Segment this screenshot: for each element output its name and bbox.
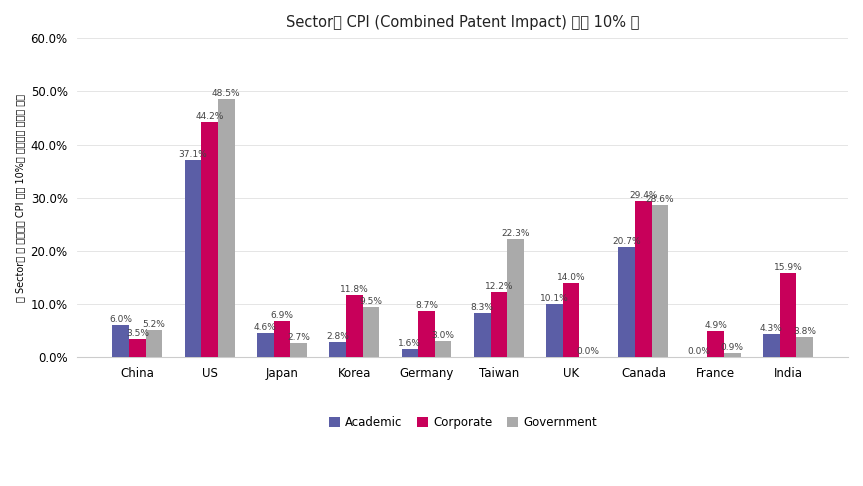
Bar — [708, 331, 724, 357]
Bar — [763, 334, 779, 357]
Text: 29.4%: 29.4% — [629, 191, 658, 200]
Bar — [619, 247, 635, 357]
Text: 15.9%: 15.9% — [773, 263, 803, 272]
Bar — [652, 205, 668, 357]
Bar — [257, 333, 274, 357]
Text: 4.9%: 4.9% — [704, 321, 728, 330]
Bar — [201, 122, 218, 357]
Bar — [724, 352, 740, 357]
Bar — [129, 339, 146, 357]
Bar — [185, 160, 201, 357]
Text: 0.0%: 0.0% — [688, 347, 710, 356]
Bar — [797, 337, 813, 357]
Text: 8.7%: 8.7% — [415, 301, 438, 310]
Text: 48.5%: 48.5% — [212, 89, 241, 98]
Text: 22.3%: 22.3% — [501, 228, 530, 238]
Bar — [346, 295, 362, 357]
Text: 9.5%: 9.5% — [359, 297, 382, 306]
Bar — [507, 239, 524, 357]
Text: 28.6%: 28.6% — [646, 195, 674, 204]
Bar — [146, 330, 162, 357]
Bar — [474, 313, 490, 357]
Bar — [274, 321, 290, 357]
Bar — [290, 343, 307, 357]
Bar — [330, 343, 346, 357]
Text: 1.6%: 1.6% — [399, 339, 421, 348]
Text: 14.0%: 14.0% — [557, 273, 585, 282]
Legend: Academic, Corporate, Government: Academic, Corporate, Government — [324, 411, 602, 434]
Text: 2.7%: 2.7% — [287, 333, 310, 342]
Text: 0.0%: 0.0% — [576, 347, 599, 356]
Text: 37.1%: 37.1% — [179, 150, 207, 159]
Text: 10.1%: 10.1% — [540, 294, 569, 303]
Text: 3.8%: 3.8% — [793, 327, 816, 336]
Text: 3.5%: 3.5% — [126, 329, 149, 338]
Bar — [546, 304, 563, 357]
Bar — [218, 99, 235, 357]
Text: 44.2%: 44.2% — [196, 112, 224, 121]
Text: 4.6%: 4.6% — [254, 323, 277, 332]
Title: Sector별 CPI (Combined Patent Impact) 상위 10% 수: Sector별 CPI (Combined Patent Impact) 상위 … — [286, 15, 639, 30]
Text: 8.3%: 8.3% — [470, 303, 494, 312]
Bar — [362, 307, 379, 357]
Bar — [401, 349, 419, 357]
Text: 6.9%: 6.9% — [270, 311, 293, 320]
Text: 20.7%: 20.7% — [613, 237, 641, 246]
Text: 5.2%: 5.2% — [142, 320, 166, 329]
Text: 2.8%: 2.8% — [326, 332, 349, 341]
Bar — [490, 293, 507, 357]
Text: 0.9%: 0.9% — [721, 343, 744, 351]
Bar — [563, 283, 579, 357]
Text: 6.0%: 6.0% — [110, 315, 132, 324]
Text: 3.0%: 3.0% — [432, 331, 455, 340]
Bar — [419, 311, 435, 357]
Y-axis label: 각 Sector의 총 발명에서 CPI 상위 10%에 포함되는 발명의 비율: 각 Sector의 총 발명에서 CPI 상위 10%에 포함되는 발명의 비율 — [15, 94, 25, 302]
Bar — [112, 326, 129, 357]
Text: 4.3%: 4.3% — [760, 325, 783, 333]
Bar — [635, 201, 652, 357]
Text: 12.2%: 12.2% — [485, 282, 513, 292]
Text: 11.8%: 11.8% — [340, 284, 369, 294]
Bar — [435, 341, 451, 357]
Bar — [779, 273, 797, 357]
